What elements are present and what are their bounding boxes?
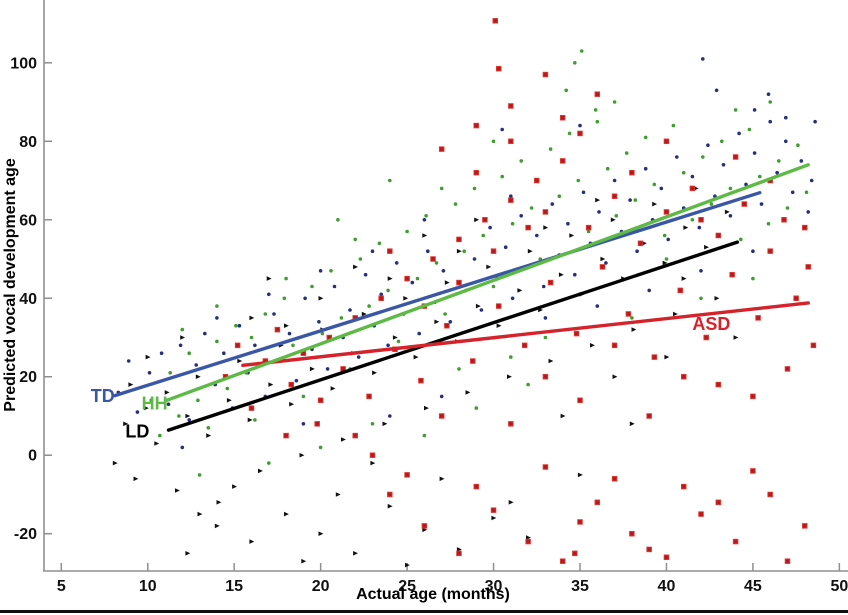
- group-label-hh: HH: [142, 393, 168, 413]
- x-tick-label: 10: [139, 578, 157, 595]
- x-tick-label: 45: [744, 578, 762, 595]
- trend-line-td: [113, 190, 762, 398]
- scatter-group-ld: [112, 186, 739, 568]
- trend-line-hh: [165, 163, 810, 402]
- y-tick-label: 100: [10, 55, 37, 72]
- trend-line-ld: [166, 240, 740, 432]
- group-label-asd: ASD: [692, 314, 730, 334]
- trend-line-asd: [241, 301, 810, 368]
- scatter-group-td: [116, 57, 817, 450]
- y-tick-label: 0: [28, 448, 37, 465]
- y-tick-label: 60: [19, 212, 37, 229]
- y-tick-label: 40: [19, 291, 37, 308]
- figure-bottom-border: [0, 610, 848, 613]
- x-tick-label: 20: [312, 578, 330, 595]
- scatter-group-hh: [149, 49, 809, 477]
- group-label-td: TD: [91, 386, 115, 406]
- y-tick-label: 80: [19, 134, 37, 151]
- x-tick-label: 35: [571, 578, 589, 595]
- x-tick-label: 30: [485, 578, 503, 595]
- x-axis-label: Actual age (months): [356, 586, 510, 603]
- x-tick-label: 40: [658, 578, 676, 595]
- x-axis-ticks: 5 10 15 20 25 30 35 40 45 50: [57, 563, 848, 595]
- y-tick-label: 20: [19, 369, 37, 386]
- x-tick-label: 25: [398, 578, 416, 595]
- y-axis-ticks: -20 0 20 40 60 80 100: [10, 55, 52, 543]
- y-tick-label: -20: [14, 526, 37, 543]
- x-tick-label: 5: [57, 578, 66, 595]
- x-tick-label: 50: [830, 578, 848, 595]
- x-tick-label: 15: [225, 578, 243, 595]
- y-axis-label: Predicted vocal development age: [2, 158, 19, 412]
- group-label-ld: LD: [125, 422, 149, 442]
- axes: [43, 0, 848, 572]
